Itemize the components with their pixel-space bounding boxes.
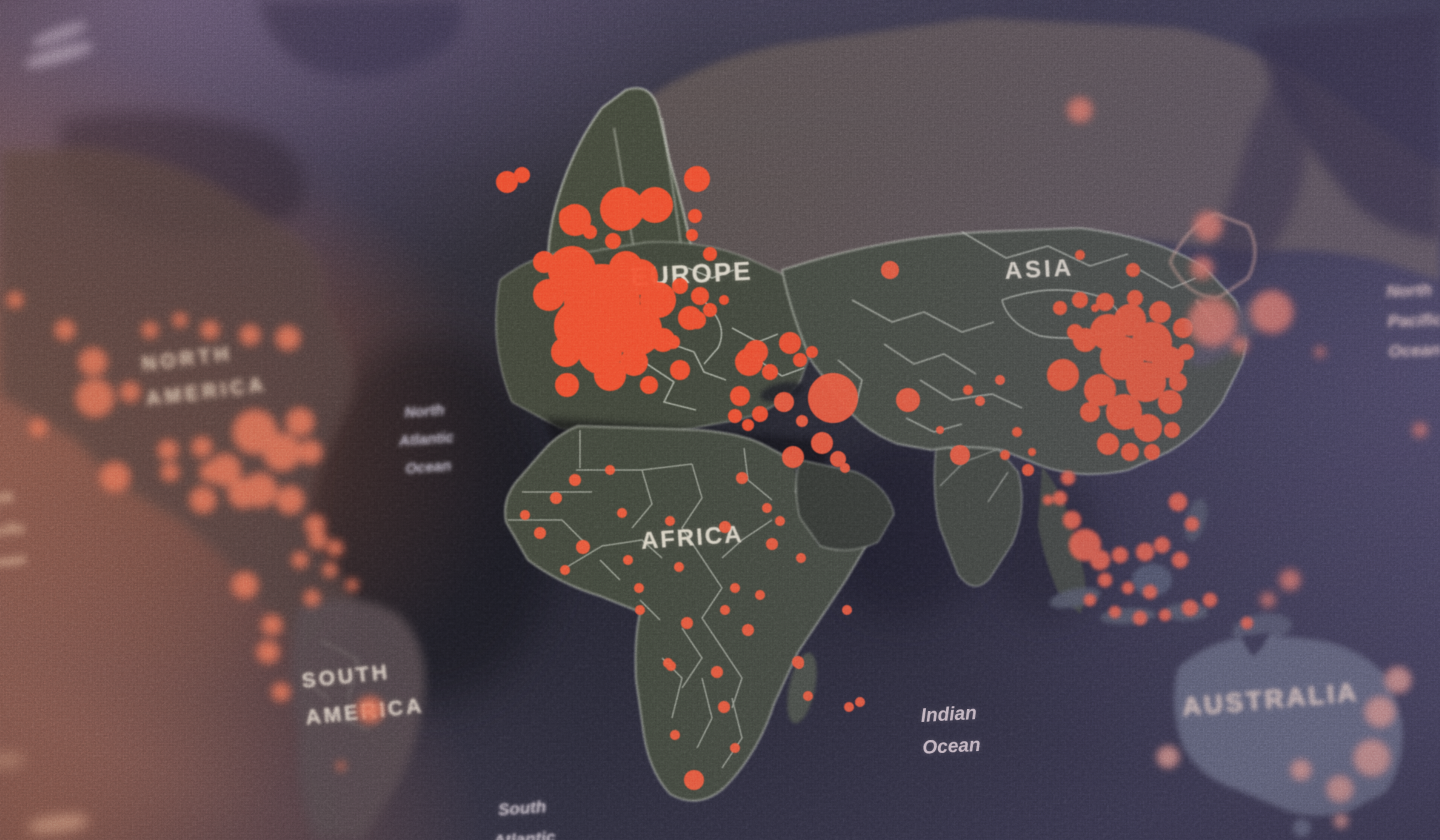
covid-world-map-screen-photo: EUROPEASIAAFRICAAUSTRALIANORTHAMERICASOU… — [0, 0, 1440, 840]
film-grain-overlay-2 — [0, 0, 1440, 840]
